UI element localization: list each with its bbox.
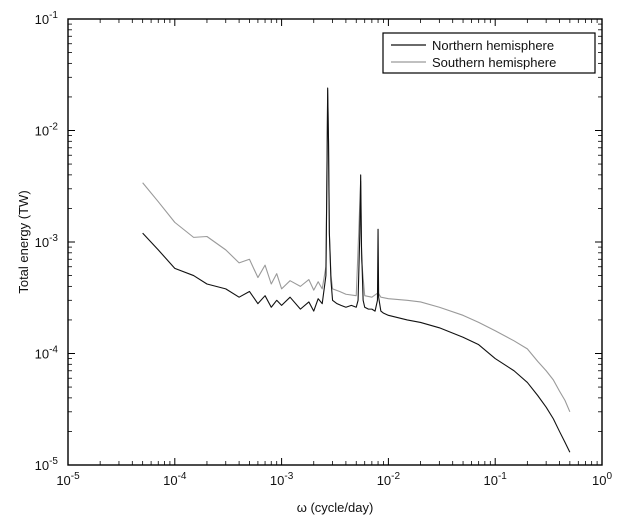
y-tick-label: 10-2: [35, 122, 59, 139]
series-layer: [142, 87, 571, 453]
plot-frame: [67, 18, 603, 466]
x-axis-title: ω (cycle/day): [297, 500, 374, 515]
x-tick-label: 10-1: [484, 471, 508, 488]
legend-label-northern: Northern hemisphere: [432, 38, 554, 53]
y-tick-label: 10-5: [35, 456, 59, 473]
y-axis-title: Total energy (TW): [16, 190, 31, 293]
legend-box: [382, 32, 596, 74]
x-tick-label: 100: [592, 471, 612, 488]
y-tick-label: 10-1: [35, 10, 59, 27]
x-tick-label: 10-3: [270, 471, 294, 488]
series-line-southern: [142, 89, 571, 413]
x-tick-label: 10-2: [377, 471, 401, 488]
x-tick-label: 10-5: [56, 471, 80, 488]
legend: Northern hemisphere Southern hemisphere: [382, 32, 596, 74]
y-tick-label: 10-3: [35, 233, 59, 250]
series-line-northern: [142, 87, 571, 453]
x-tick-label: 10-4: [163, 471, 187, 488]
y-tick-label: 10-4: [35, 345, 59, 362]
legend-label-southern: Southern hemisphere: [432, 55, 556, 70]
ticks-layer: 10-5 10-4 10-3 10-2 10-1 100 10-5 10-4 10-3 10-2 1…: [35, 10, 613, 488]
